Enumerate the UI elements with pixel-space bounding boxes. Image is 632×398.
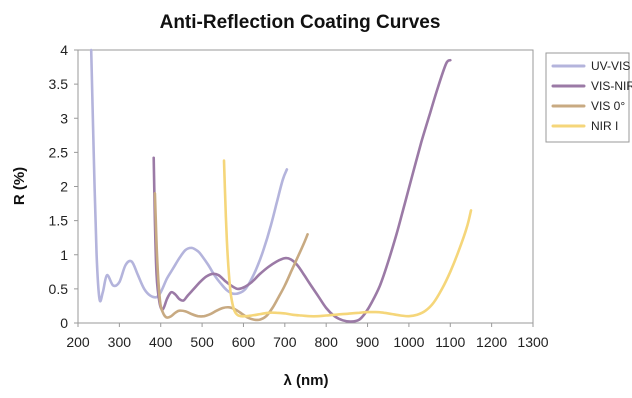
x-tick-label: 800 <box>315 334 339 350</box>
series-line-vis-0 <box>153 192 309 322</box>
y-tick-label: 2.5 <box>49 144 69 160</box>
legend-label: UV-VIS <box>591 59 630 73</box>
y-tick-label: 1.5 <box>49 213 69 229</box>
legend: UV-VIS VIS-NIR VIS 0° NIR I <box>545 52 632 143</box>
y-tick-label: 3 <box>60 110 68 126</box>
x-tick-label: 1300 <box>517 334 548 350</box>
x-tick-label: 400 <box>149 334 173 350</box>
series-line-nir-i <box>222 159 473 318</box>
x-tick-label: 500 <box>190 334 214 350</box>
chart-title: Anti-Reflection Coating Curves <box>160 12 441 33</box>
x-tick-label: 300 <box>108 334 132 350</box>
x-tick-label: 600 <box>232 334 256 350</box>
legend-label: NIR I <box>591 119 618 133</box>
x-tick-label: 900 <box>356 334 380 350</box>
y-tick-label: 4 <box>60 42 68 58</box>
x-axis-label: λ (nm) <box>284 372 329 389</box>
y-tick-label: 1 <box>60 247 68 263</box>
x-tick-label: 1100 <box>435 334 465 350</box>
legend-label: VIS-NIR <box>591 79 632 93</box>
x-tick-labels: 200 300 400 500 600 700 800 900 1000 1100 1200 1300 <box>66 323 549 350</box>
y-tick-label: 0.5 <box>49 281 69 297</box>
x-tick-label: 700 <box>273 334 297 350</box>
series-line-uv-vis <box>89 48 289 303</box>
plot-frame <box>77 49 534 324</box>
series-layer <box>89 48 473 323</box>
y-tick-label: 3.5 <box>49 76 69 92</box>
y-tick-label: 0 <box>60 315 68 331</box>
y-tick-labels: 0 0.5 1 1.5 2 2.5 3 3.5 4 <box>49 42 78 331</box>
x-tick-label: 1000 <box>393 334 424 350</box>
x-tick-label: 1200 <box>476 334 507 350</box>
series-line-vis-nir <box>152 58 452 323</box>
legend-label: VIS 0° <box>591 99 625 113</box>
x-tick-label: 200 <box>66 334 90 350</box>
y-tick-label: 2 <box>60 179 68 195</box>
y-axis-label: R (%) <box>11 167 28 205</box>
